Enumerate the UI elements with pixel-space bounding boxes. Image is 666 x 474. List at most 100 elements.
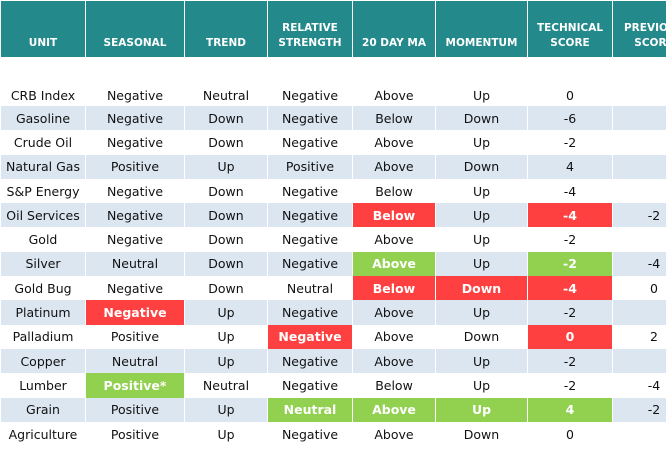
- table-cell: Up: [435, 373, 528, 398]
- table-cell: [612, 154, 666, 179]
- table-cell: [612, 178, 666, 204]
- table-cell: Up: [184, 300, 268, 325]
- table-cell: -2: [527, 348, 613, 374]
- table-row: Crude Oil Negative Down Negative Above Up -2: [0, 130, 666, 155]
- table-cell: Above: [352, 348, 436, 374]
- table-cell: Above: [352, 421, 436, 447]
- column-header: UNIT: [0, 0, 86, 58]
- table-cell: Up: [184, 421, 268, 447]
- table-cell: -2: [527, 373, 613, 398]
- table-cell: Above: [352, 397, 436, 422]
- table-row: Gold Bug Negative Down Neutral Below Down -4 0: [0, 276, 666, 301]
- table-cell: CRB Index: [0, 57, 86, 106]
- table-cell: [612, 106, 666, 131]
- table-cell: Negative: [267, 373, 353, 398]
- table-cell: 0: [527, 57, 613, 106]
- table-cell: Negative: [85, 130, 185, 155]
- table-cell: Negative: [85, 227, 185, 252]
- table-cell: Grain: [0, 397, 86, 422]
- table-cell: Negative: [267, 227, 353, 252]
- table-cell: Negative: [267, 203, 353, 228]
- table-row: Palladium Positive Up Negative Above Down 0 2: [0, 324, 666, 349]
- table-row: Natural Gas Positive Up Positive Above Down 4: [0, 154, 666, 179]
- table-cell: Down: [184, 130, 268, 155]
- table-cell: [612, 130, 666, 155]
- table-cell: Down: [184, 251, 268, 277]
- table-cell: Down: [184, 106, 268, 131]
- table-cell: Negative: [85, 178, 185, 204]
- table-cell: Gold Bug: [0, 276, 86, 301]
- table-cell: Neutral: [267, 276, 353, 301]
- table-cell: Negative: [85, 106, 185, 131]
- table-cell: Down: [435, 276, 528, 301]
- table-cell: Neutral: [267, 397, 353, 422]
- table-cell: [612, 300, 666, 325]
- table-cell: Gold: [0, 227, 86, 252]
- table-cell: Above: [352, 130, 436, 155]
- table-cell: Below: [352, 373, 436, 398]
- table-cell: Negative: [267, 421, 353, 447]
- table-cell: 2: [612, 324, 666, 349]
- table-row: Gasoline Negative Down Negative Below Down -6: [0, 106, 666, 131]
- table-cell: 4: [527, 397, 613, 422]
- table-cell: Down: [184, 227, 268, 252]
- table-cell: Up: [435, 348, 528, 374]
- column-header: TECHNICAL SCORE: [527, 0, 613, 58]
- table-row: Agriculture Positive Up Negative Above Down 0: [0, 421, 666, 447]
- table-row: Platinum Negative Up Negative Above Up -2: [0, 300, 666, 325]
- table-cell: Negative: [267, 324, 353, 349]
- table-cell: Up: [435, 130, 528, 155]
- table-cell: Neutral: [184, 57, 268, 106]
- table-cell: Up: [184, 397, 268, 422]
- table-cell: -2: [612, 397, 666, 422]
- table-cell: Negative: [267, 57, 353, 106]
- table-cell: Up: [435, 178, 528, 204]
- table-cell: Negative: [267, 348, 353, 374]
- table-cell: Down: [435, 324, 528, 349]
- table-cell: Positive: [85, 421, 185, 447]
- table-cell: Agriculture: [0, 421, 86, 447]
- table-cell: [612, 57, 666, 106]
- table-row: CRB Index Negative Neutral Negative Above Up 0: [0, 57, 666, 106]
- table-cell: -2: [527, 227, 613, 252]
- table-cell: Positive: [85, 324, 185, 349]
- table-cell: Above: [352, 251, 436, 277]
- table-cell: -2: [527, 251, 613, 277]
- table-cell: Up: [184, 348, 268, 374]
- table-cell: Up: [435, 251, 528, 277]
- table-row: Gold Negative Down Negative Above Up -2: [0, 227, 666, 252]
- table-cell: 0: [527, 421, 613, 447]
- table-cell: 0: [612, 276, 666, 301]
- table-cell: Negative: [267, 178, 353, 204]
- table-cell: Crude Oil: [0, 130, 86, 155]
- table-cell: Down: [435, 154, 528, 179]
- table-cell: Below: [352, 178, 436, 204]
- table-cell: Platinum: [0, 300, 86, 325]
- header-row: UNIT SEASONAL TREND RELATIVE STRENGTH 20 DAY…: [0, 0, 666, 58]
- table-body: CRB Index Negative Neutral Negative Above Up 0…: [0, 57, 666, 447]
- column-header: 20 DAY MA: [352, 0, 436, 58]
- table-cell: Below: [352, 203, 436, 228]
- table-cell: -4: [527, 203, 613, 228]
- table-cell: Oil Services: [0, 203, 86, 228]
- table-cell: Above: [352, 154, 436, 179]
- table-row: Copper Neutral Up Negative Above Up -2: [0, 348, 666, 374]
- table-cell: Neutral: [184, 373, 268, 398]
- table-cell: Silver: [0, 251, 86, 277]
- column-header: RELATIVE STRENGTH: [267, 0, 353, 58]
- table-cell: [612, 348, 666, 374]
- table-cell: Up: [435, 57, 528, 106]
- table-cell: Neutral: [85, 251, 185, 277]
- table-cell: Negative: [85, 276, 185, 301]
- table-cell: Down: [184, 276, 268, 301]
- column-header: SEASONAL: [85, 0, 185, 58]
- table-cell: S&P Energy: [0, 178, 86, 204]
- table-cell: Above: [352, 227, 436, 252]
- signals-table: UNIT SEASONAL TREND RELATIVE STRENGTH 20 DAY…: [0, 0, 666, 447]
- table-cell: Positive*: [85, 373, 185, 398]
- table-cell: Copper: [0, 348, 86, 374]
- table-cell: Negative: [267, 251, 353, 277]
- table-cell: Negative: [85, 300, 185, 325]
- table-cell: -4: [527, 276, 613, 301]
